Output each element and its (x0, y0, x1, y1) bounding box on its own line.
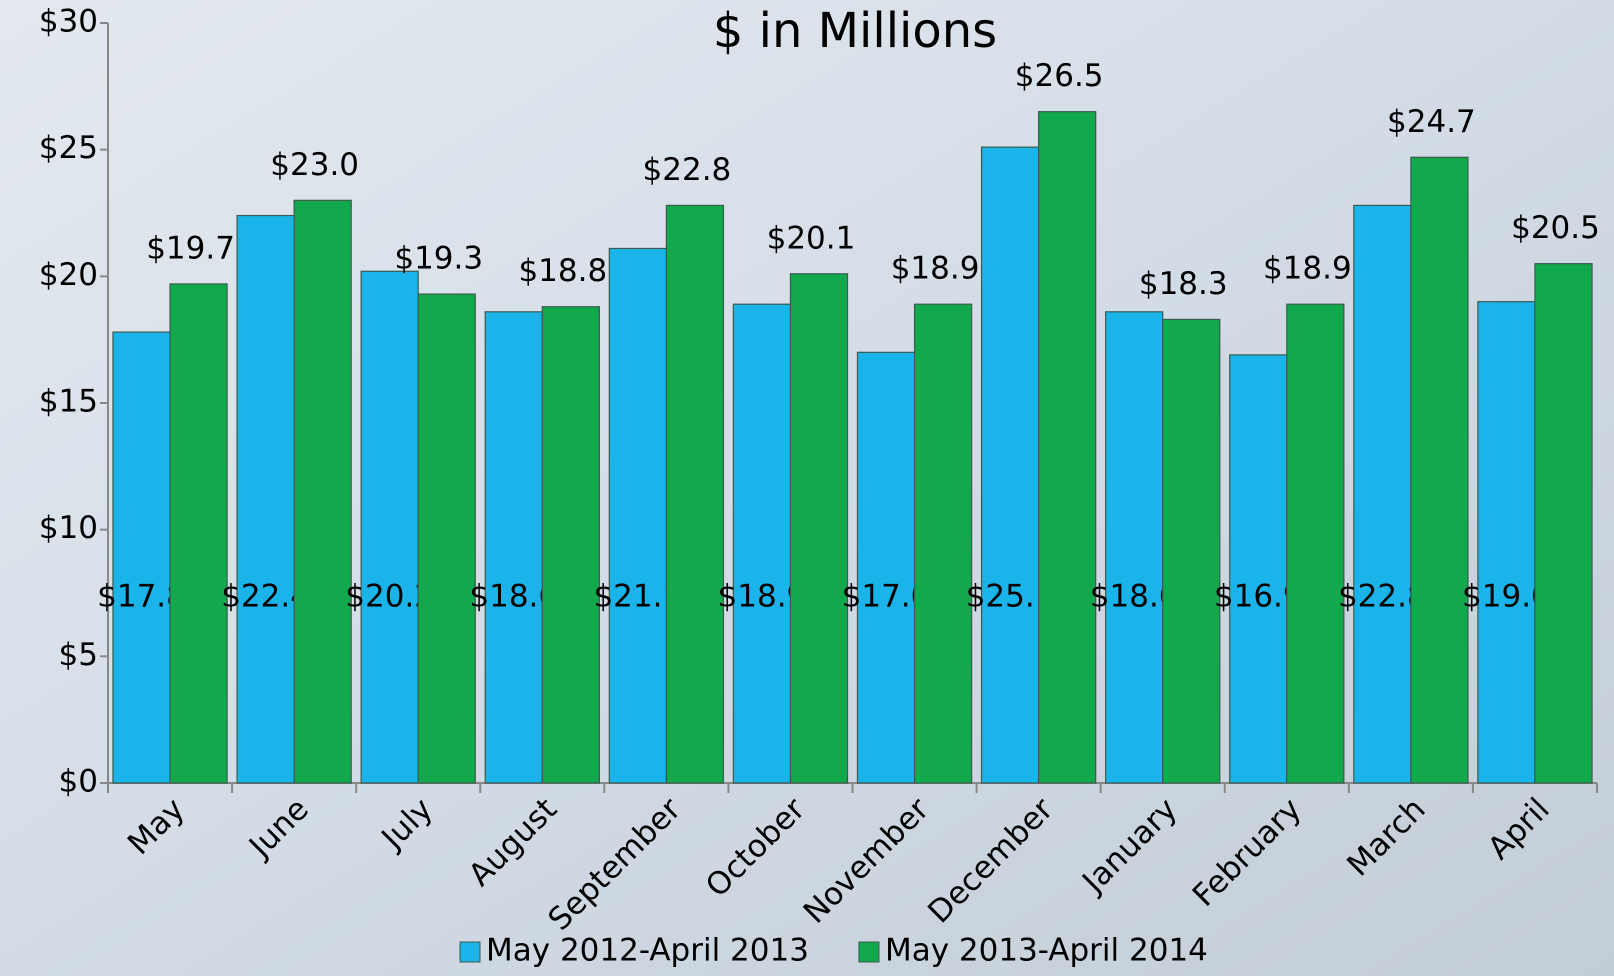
chart-title: $ in Millions (713, 3, 997, 59)
bar (1230, 355, 1287, 783)
value-label: $18.9 (891, 251, 980, 287)
bar (733, 304, 790, 783)
bar (982, 147, 1039, 783)
bar (418, 294, 475, 783)
y-tick-label: $15 (39, 384, 98, 420)
bar (915, 304, 972, 783)
value-label: $19.3 (394, 241, 483, 277)
bar (1535, 264, 1592, 783)
value-label: $19.7 (146, 230, 235, 266)
bar (361, 271, 418, 783)
legend-swatch (460, 942, 480, 962)
bar (1411, 157, 1468, 783)
chart: $ in Millions $0$5$10$15$20$25$30May$17.… (0, 0, 1614, 976)
value-label: $23.0 (270, 147, 359, 183)
bar (857, 352, 914, 783)
y-tick-label: $5 (59, 637, 98, 673)
value-label: $22.8 (643, 152, 732, 188)
y-tick-label: $0 (59, 764, 98, 800)
bar (294, 200, 351, 783)
bar (1354, 205, 1411, 783)
bar (1163, 319, 1220, 783)
bar (113, 332, 170, 783)
value-label: $24.7 (1387, 104, 1476, 140)
value-label: $20.5 (1511, 210, 1600, 246)
value-label: $18.3 (1139, 266, 1228, 302)
y-tick-label: $30 (39, 4, 98, 40)
bar (237, 216, 294, 783)
bar (1287, 304, 1344, 783)
y-tick-label: $25 (39, 130, 98, 166)
legend-label: May 2012-April 2013 (486, 933, 809, 969)
bar (1106, 312, 1163, 783)
bar (790, 274, 847, 783)
bar (666, 205, 723, 783)
y-tick-label: $20 (39, 257, 98, 293)
bar (170, 284, 227, 783)
bar (609, 248, 666, 783)
legend-swatch (859, 942, 879, 962)
bar (1039, 112, 1096, 783)
bar (1478, 302, 1535, 783)
legend-label: May 2013-April 2014 (885, 933, 1208, 969)
bar (542, 307, 599, 783)
value-label: $18.9 (1263, 251, 1352, 287)
value-label: $20.1 (767, 220, 856, 256)
value-label: $26.5 (1015, 58, 1104, 94)
y-tick-label: $10 (39, 510, 98, 546)
value-label: $18.8 (518, 253, 607, 289)
bar (485, 312, 542, 783)
